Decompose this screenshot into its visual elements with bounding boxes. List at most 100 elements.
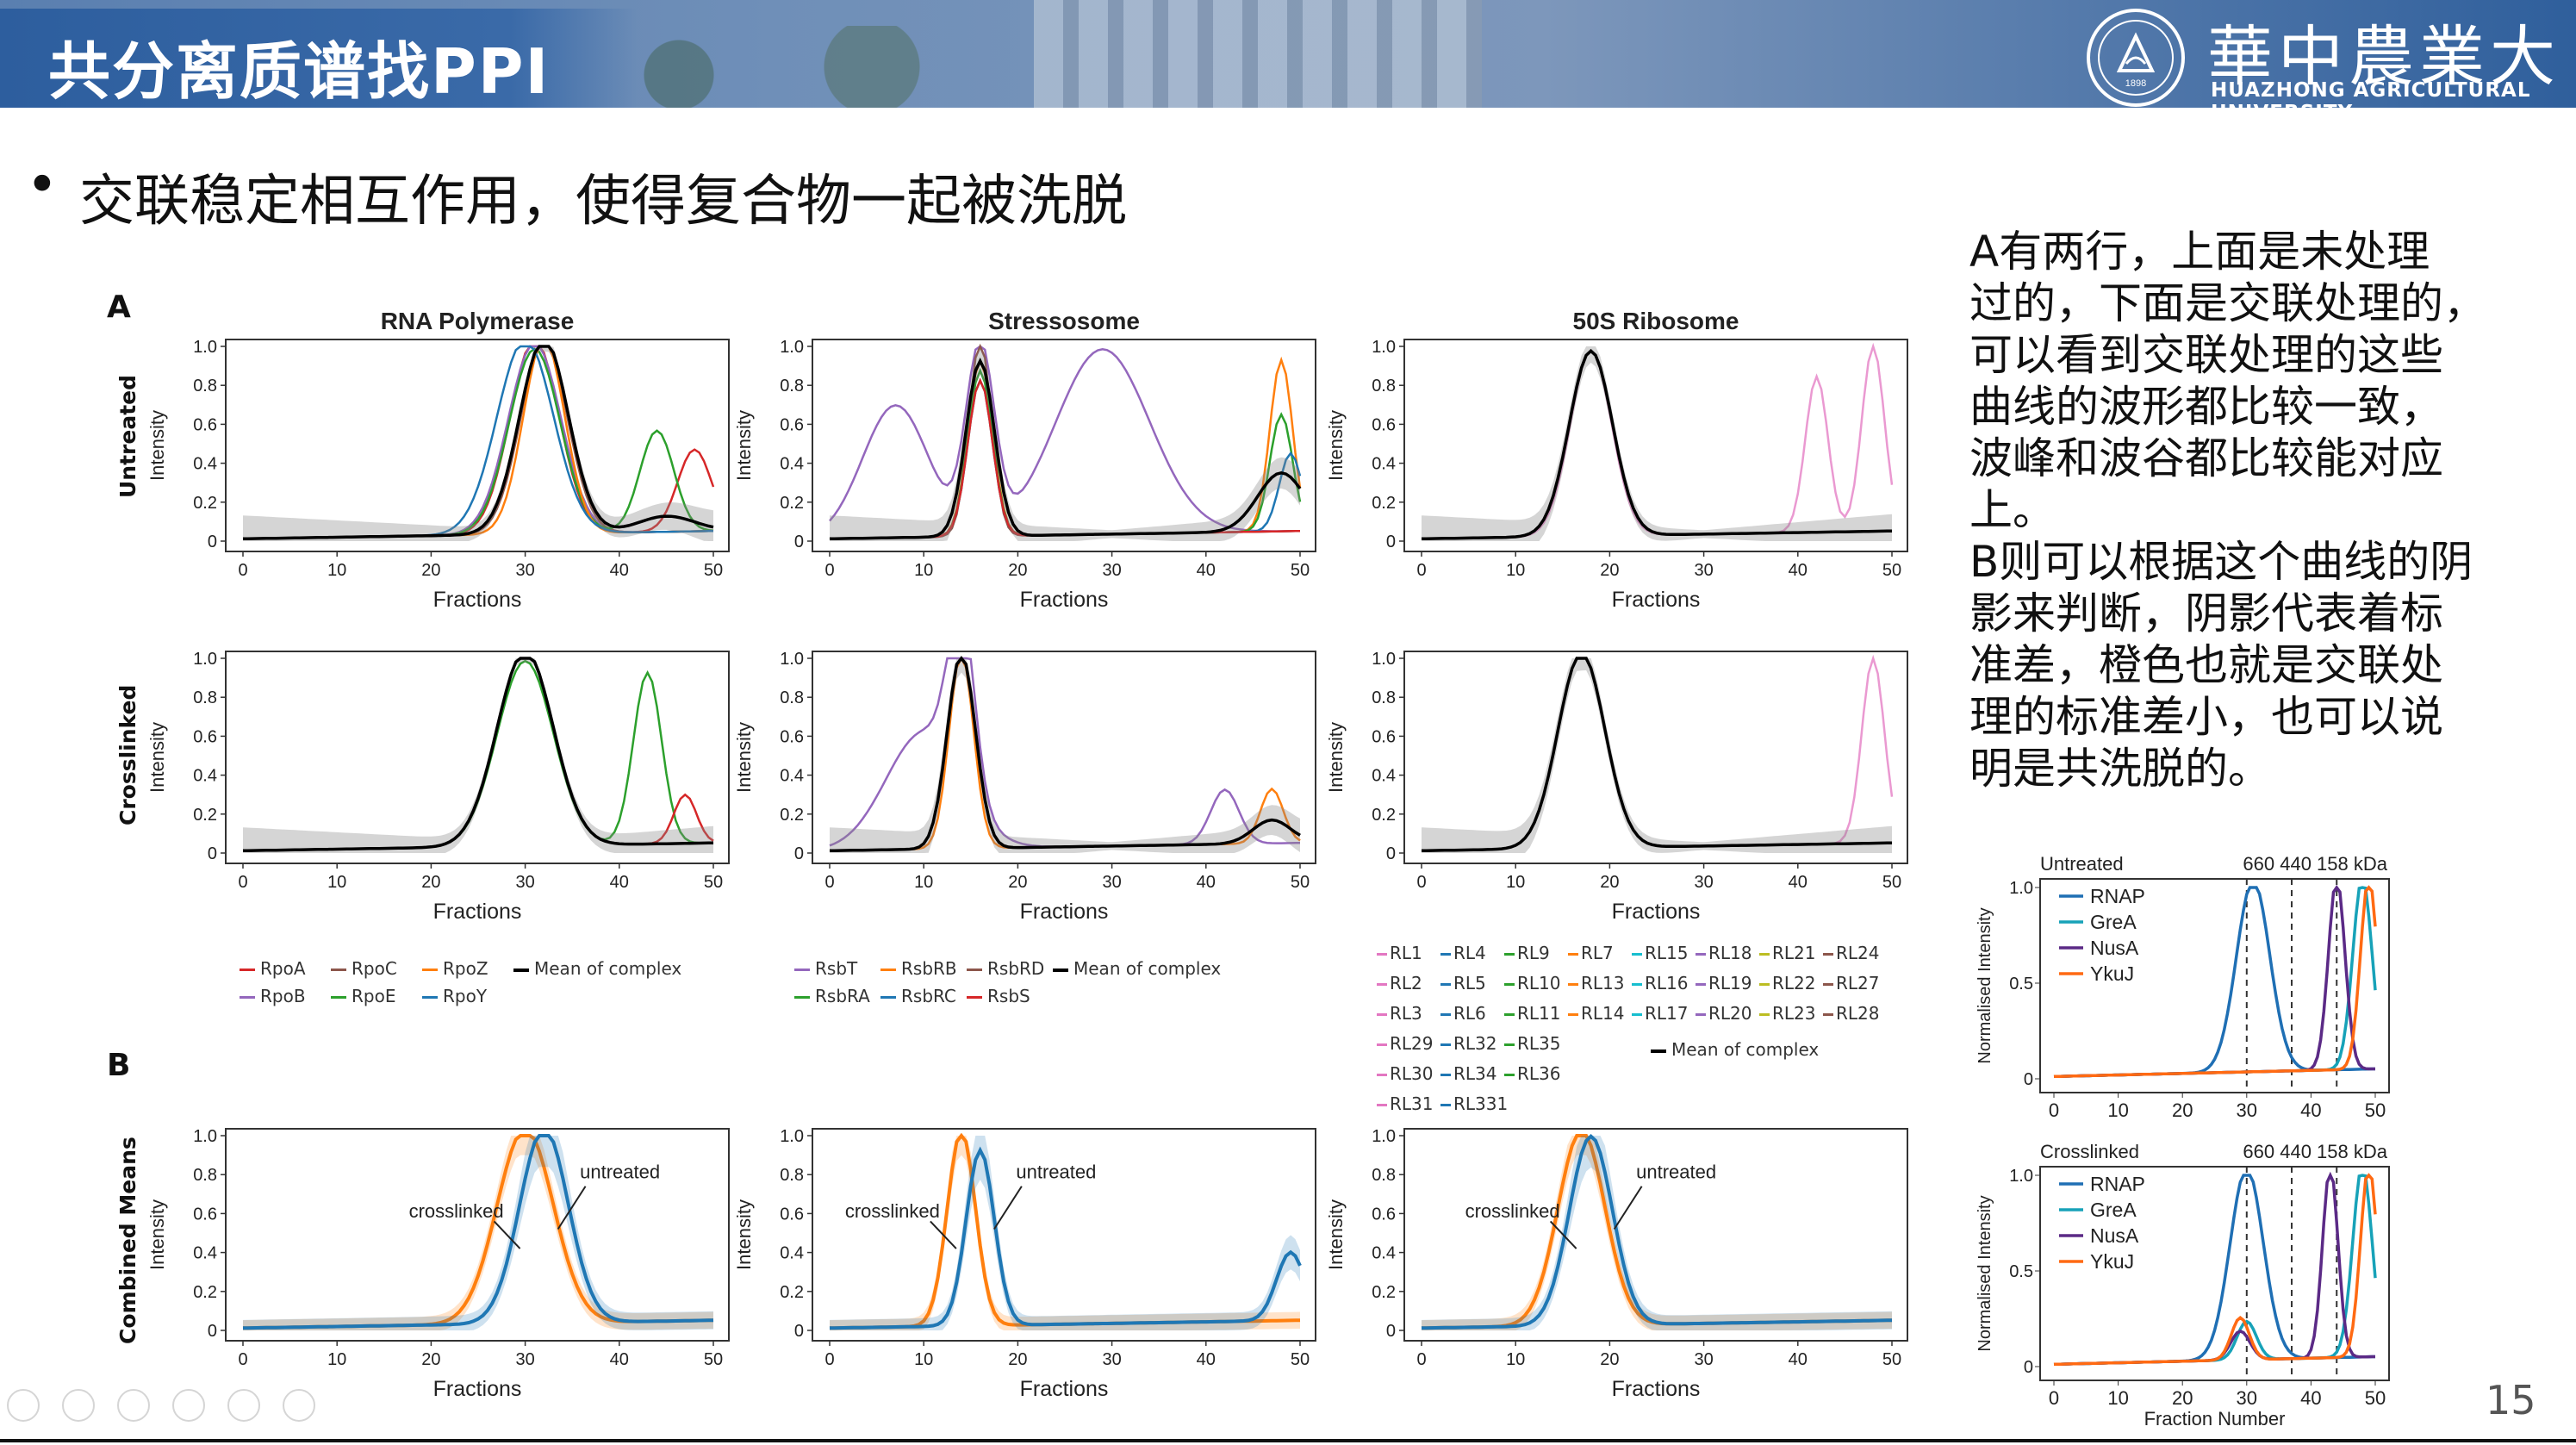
x-tick-label: 30 bbox=[515, 561, 534, 580]
x-tick-label: 20 bbox=[421, 1350, 440, 1369]
annotation-crosslinked: crosslinked bbox=[409, 1200, 504, 1222]
legend-item-rl18: RL18 bbox=[1696, 943, 1752, 963]
y-tick-label: 0 bbox=[1386, 533, 1396, 551]
annotation-pointer bbox=[1549, 1220, 1577, 1249]
annotation-untreated: untreated bbox=[1016, 1162, 1096, 1183]
legend-swatch bbox=[1632, 983, 1642, 986]
series-line-rsbt bbox=[829, 345, 1301, 533]
chart-panel: 0 0.2 0.4 0.6 0.8 1.0 0 10 20 30 40 50 Fractions Inte… bbox=[1325, 308, 1908, 612]
legend-swatch bbox=[967, 996, 982, 999]
x-tick-label: 30 bbox=[1102, 561, 1121, 580]
plot-frame bbox=[812, 651, 1316, 864]
pen-tool-button[interactable] bbox=[117, 1389, 150, 1422]
legend-item-rl7: RL7 bbox=[1568, 943, 1614, 963]
x-tick-label: 10 bbox=[327, 1350, 346, 1369]
y-axis-label: Normalised Intensity bbox=[1976, 1195, 1994, 1351]
nav-prev-button[interactable] bbox=[7, 1389, 40, 1422]
legend-swatch bbox=[1504, 953, 1515, 956]
y-axis-label: Intensity bbox=[733, 1199, 755, 1270]
note-line: 可以看到交联处理的这些 bbox=[1969, 330, 2443, 380]
y-axis-label: Intensity bbox=[1325, 722, 1347, 793]
series-line-mean-of-complex bbox=[829, 656, 1301, 853]
legend-label: RL31 bbox=[1390, 1093, 1434, 1114]
note-line: B则可以根据这个曲线的阴 bbox=[1969, 537, 2473, 587]
y-tick-label: 1.0 bbox=[1372, 1127, 1396, 1146]
zoom-button[interactable] bbox=[227, 1389, 260, 1422]
legend-label: RL15 bbox=[1645, 943, 1689, 963]
page-title: 共分离质谱找PPI bbox=[48, 35, 551, 108]
x-axis-label: Fraction Number bbox=[2144, 1408, 2286, 1429]
legend-label: RL29 bbox=[1390, 1033, 1434, 1054]
x-tick-label: 10 bbox=[1506, 1350, 1525, 1369]
y-axis-label: Intensity bbox=[1325, 1199, 1347, 1270]
y-tick-label: 0.2 bbox=[193, 806, 217, 825]
x-tick-label: 50 bbox=[2365, 1099, 2386, 1121]
note-line: 理的标准差小，也可以说 bbox=[1969, 692, 2443, 742]
y-tick-label: 0.6 bbox=[780, 1205, 804, 1224]
slides-grid-button[interactable] bbox=[172, 1389, 205, 1422]
legend-swatch bbox=[240, 996, 255, 999]
x-tick-label: 40 bbox=[610, 561, 629, 580]
legend-label: RL17 bbox=[1645, 1003, 1689, 1024]
y-tick-label: 0.8 bbox=[1372, 377, 1396, 396]
x-tick-label: 0 bbox=[824, 1350, 834, 1369]
y-axis-label: Intensity bbox=[146, 410, 168, 481]
university-name-cn: 華中農業大學 bbox=[2207, 18, 2560, 95]
annotation-untreated: untreated bbox=[1636, 1162, 1716, 1183]
annotation-untreated: untreated bbox=[580, 1162, 660, 1183]
legend-item-rl10: RL10 bbox=[1504, 973, 1561, 993]
legend-label: RL24 bbox=[1836, 943, 1880, 963]
y-tick-label: 0.6 bbox=[193, 727, 217, 746]
x-axis-label: Fractions bbox=[433, 588, 522, 612]
y-tick-label: 0.5 bbox=[2009, 975, 2033, 993]
x-tick-label: 40 bbox=[1197, 873, 1216, 892]
nav-next-button[interactable] bbox=[62, 1389, 95, 1422]
legend-swatch bbox=[1568, 953, 1578, 956]
legend-label: RL36 bbox=[1517, 1063, 1561, 1084]
y-tick-label: 0 bbox=[208, 1322, 217, 1341]
annotation-pointer bbox=[930, 1220, 957, 1249]
legend-label: RL331 bbox=[1453, 1093, 1509, 1114]
legend-swatch bbox=[967, 969, 982, 971]
x-tick-label: 40 bbox=[2300, 1099, 2321, 1121]
plot-frame bbox=[812, 339, 1316, 552]
y-tick-label: 1.0 bbox=[1372, 338, 1396, 357]
y-axis-label: Intensity bbox=[146, 722, 168, 793]
legend-rna-polymerase: RpoA RpoC RpoZ Mean of complex RpoB RpoE RpoY bbox=[240, 958, 688, 1010]
y-tick-label: 0 bbox=[794, 533, 804, 551]
annotation-crosslinked: crosslinked bbox=[1465, 1200, 1560, 1222]
legend-swatch bbox=[1823, 953, 1833, 956]
x-axis-label: Fractions bbox=[1020, 900, 1109, 924]
x-tick-label: 20 bbox=[1008, 561, 1027, 580]
y-tick-label: 0.2 bbox=[193, 1283, 217, 1302]
series-line-untreated bbox=[1421, 1134, 1893, 1330]
x-tick-label: 0 bbox=[1416, 1350, 1426, 1369]
more-options-button[interactable] bbox=[283, 1389, 315, 1422]
annotation-pointer bbox=[557, 1186, 587, 1230]
side-series-ykuj bbox=[2053, 885, 2377, 1079]
plot-frame bbox=[1403, 1128, 1908, 1342]
legend-swatch bbox=[331, 996, 346, 999]
x-tick-label: 50 bbox=[1291, 873, 1310, 892]
chart-panel: 0 0.2 0.4 0.6 0.8 1.0 0 10 20 30 40 50 Fractions Inte… bbox=[1325, 1127, 1908, 1401]
sd-band-untreated bbox=[830, 1136, 1300, 1330]
side-chart-title: Crosslinked bbox=[2040, 1141, 2139, 1162]
x-tick-label: 20 bbox=[421, 561, 440, 580]
x-tick-label: 10 bbox=[914, 561, 933, 580]
x-tick-label: 30 bbox=[515, 1350, 534, 1369]
note-line: 过的，下面是交联处理的， bbox=[1969, 278, 2486, 328]
y-tick-label: 0.6 bbox=[780, 415, 804, 434]
legend-label: RL1 bbox=[1390, 943, 1422, 963]
y-tick-label: 0.8 bbox=[1372, 1166, 1396, 1185]
side-chart: Untreated 660 440 158 kDa 0 0.5 1.0 0 10 20 30 40… bbox=[1976, 853, 2390, 1121]
legend-swatch bbox=[1696, 983, 1706, 986]
legend-item: RpoA bbox=[240, 958, 306, 979]
legend-swatch bbox=[1632, 1013, 1642, 1016]
y-tick-label: 1.0 bbox=[193, 338, 217, 357]
plot-frame bbox=[225, 1128, 730, 1342]
legend-item-rl23: RL23 bbox=[1759, 1003, 1816, 1024]
x-tick-label: 50 bbox=[704, 873, 723, 892]
x-tick-label: 50 bbox=[1882, 873, 1901, 892]
x-tick-label: 30 bbox=[1694, 1350, 1713, 1369]
